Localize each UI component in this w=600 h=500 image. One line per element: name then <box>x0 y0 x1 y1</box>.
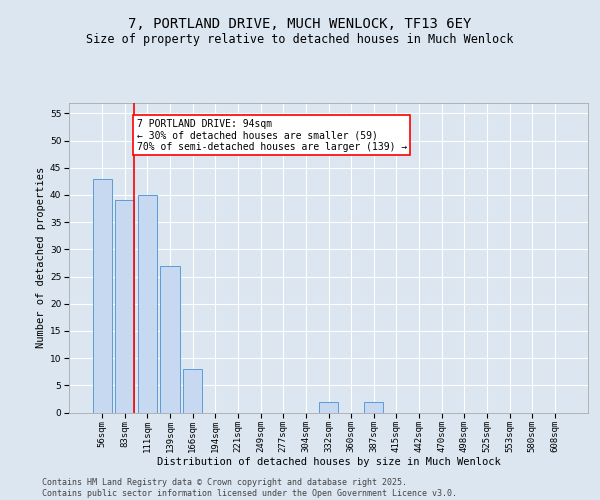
Bar <box>92 178 112 412</box>
Bar <box>319 402 338 412</box>
Text: 7, PORTLAND DRIVE, MUCH WENLOCK, TF13 6EY: 7, PORTLAND DRIVE, MUCH WENLOCK, TF13 6E… <box>128 18 472 32</box>
Bar <box>183 369 202 412</box>
Text: 7 PORTLAND DRIVE: 94sqm
← 30% of detached houses are smaller (59)
70% of semi-de: 7 PORTLAND DRIVE: 94sqm ← 30% of detache… <box>137 119 407 152</box>
Y-axis label: Number of detached properties: Number of detached properties <box>35 167 46 348</box>
X-axis label: Distribution of detached houses by size in Much Wenlock: Distribution of detached houses by size … <box>157 456 500 466</box>
Text: Size of property relative to detached houses in Much Wenlock: Size of property relative to detached ho… <box>86 32 514 46</box>
Bar <box>160 266 180 412</box>
Bar <box>364 402 383 412</box>
Text: Contains HM Land Registry data © Crown copyright and database right 2025.
Contai: Contains HM Land Registry data © Crown c… <box>42 478 457 498</box>
Bar <box>138 195 157 412</box>
Bar <box>115 200 134 412</box>
